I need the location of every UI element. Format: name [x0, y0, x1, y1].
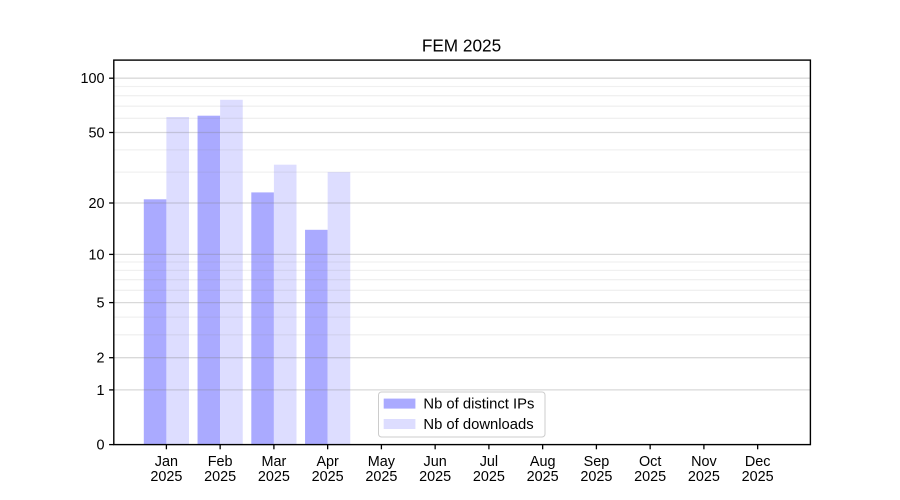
svg-text:10: 10	[88, 247, 104, 263]
svg-text:2025: 2025	[688, 469, 720, 485]
svg-text:Jan: Jan	[155, 454, 178, 470]
svg-text:2025: 2025	[365, 469, 397, 485]
svg-text:2025: 2025	[580, 469, 612, 485]
svg-text:2025: 2025	[527, 469, 559, 485]
svg-text:2025: 2025	[634, 469, 666, 485]
svg-text:2025: 2025	[204, 469, 236, 485]
svg-text:50: 50	[88, 126, 104, 142]
svg-text:Nb of distinct IPs: Nb of distinct IPs	[423, 397, 534, 413]
svg-text:2025: 2025	[312, 469, 344, 485]
svg-text:2: 2	[96, 351, 104, 367]
svg-text:0: 0	[96, 438, 104, 454]
svg-text:2025: 2025	[258, 469, 290, 485]
svg-text:2025: 2025	[473, 469, 505, 485]
svg-text:Sep: Sep	[584, 454, 610, 470]
svg-text:100: 100	[80, 71, 104, 87]
svg-text:Apr: Apr	[316, 454, 339, 470]
svg-text:5: 5	[96, 296, 104, 312]
svg-text:Dec: Dec	[745, 454, 771, 470]
svg-text:Mar: Mar	[262, 454, 287, 470]
svg-text:Jun: Jun	[424, 454, 447, 470]
svg-text:2025: 2025	[742, 469, 774, 485]
svg-text:May: May	[368, 454, 396, 470]
svg-text:1: 1	[96, 383, 104, 399]
svg-text:Jul: Jul	[480, 454, 498, 470]
svg-text:Nb of downloads: Nb of downloads	[423, 417, 533, 433]
svg-text:Aug: Aug	[530, 454, 556, 470]
svg-text:Feb: Feb	[208, 454, 233, 470]
svg-text:FEM 2025: FEM 2025	[422, 36, 501, 56]
svg-text:Nov: Nov	[691, 454, 717, 470]
svg-text:20: 20	[88, 196, 104, 212]
svg-text:Oct: Oct	[639, 454, 661, 470]
svg-text:2025: 2025	[419, 469, 451, 485]
svg-text:2025: 2025	[150, 469, 182, 485]
